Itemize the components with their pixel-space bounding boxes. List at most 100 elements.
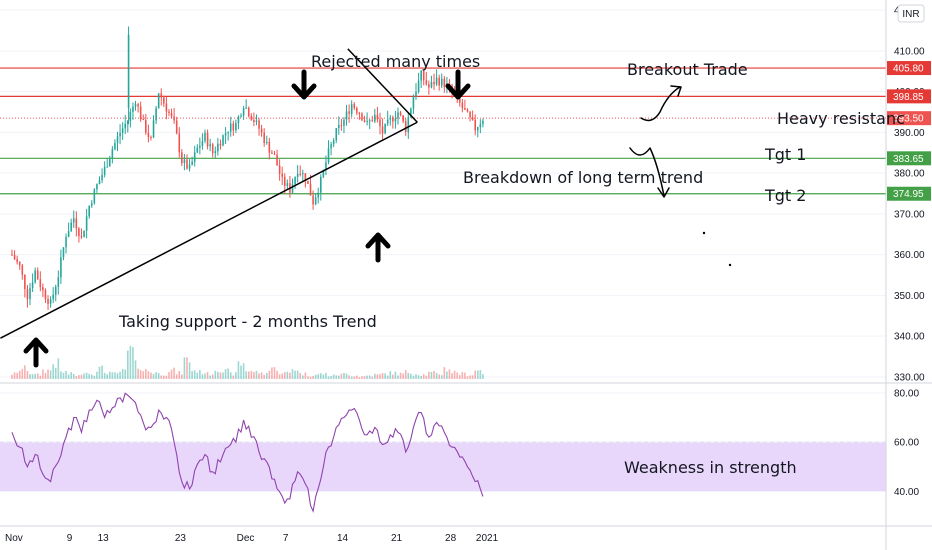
candle-body: [353, 104, 356, 108]
volume-bar: [114, 372, 116, 379]
volume-bar: [132, 347, 134, 379]
volume-bar: [36, 373, 39, 379]
volume-bar: [368, 375, 371, 379]
volume-bar: [397, 375, 399, 379]
price-tick-label: 390.00: [894, 128, 925, 139]
level-tag: [887, 186, 931, 201]
volume-bar: [278, 374, 281, 379]
volume-bar: [175, 374, 178, 379]
volume-bar: [410, 373, 412, 379]
candle-body: [145, 119, 147, 133]
volume-bar: [83, 373, 85, 379]
candle-body: [96, 184, 98, 190]
volume-bar: [70, 372, 72, 379]
volume-bar: [111, 372, 114, 379]
volume-bar: [317, 374, 320, 379]
candle-body: [322, 169, 325, 177]
volume-bar: [240, 365, 242, 379]
candle-body: [358, 112, 361, 114]
volume-bar: [224, 369, 227, 379]
candle-body: [273, 153, 276, 155]
candle-body: [47, 298, 49, 304]
volume-bar: [116, 373, 119, 379]
volume-bar: [72, 373, 75, 379]
volume-bar: [428, 371, 430, 379]
level-tag-label: 383.65: [893, 154, 924, 165]
candle-body: [137, 104, 139, 107]
volume-bar: [18, 370, 21, 379]
volume-bar: [474, 370, 476, 379]
candle-body: [142, 119, 145, 121]
candle-body: [235, 122, 237, 131]
candle-body: [402, 115, 404, 122]
currency-badge[interactable]: INR: [897, 4, 925, 23]
stray-dot: [702, 231, 706, 235]
volume-bar: [361, 376, 363, 379]
volume-bar: [265, 373, 268, 379]
volume-bar: [435, 372, 438, 379]
candle-body: [83, 230, 85, 237]
volume-bar: [31, 374, 34, 379]
candle-body: [433, 81, 435, 85]
volume-bar: [188, 362, 191, 379]
candle-body: [389, 117, 392, 120]
volume-bar: [466, 376, 469, 379]
volume-bar: [286, 371, 289, 379]
volume-bar: [458, 375, 461, 379]
volume-bar: [322, 374, 325, 379]
volume-bar: [247, 371, 250, 379]
arrow-up-icon: [365, 232, 391, 263]
candle-body: [350, 104, 353, 114]
candle-body: [132, 106, 134, 112]
candle-body: [34, 270, 36, 283]
volume-bar: [433, 370, 435, 379]
volume-bar: [312, 375, 314, 379]
candle-body: [85, 216, 88, 231]
volume-bar: [106, 374, 109, 379]
volume-bar: [268, 370, 271, 379]
volume-bar: [358, 377, 361, 379]
candle-body: [312, 195, 314, 205]
candle-body: [435, 77, 438, 85]
volume-bar: [101, 365, 103, 379]
candle-body: [415, 91, 417, 97]
candle-body: [348, 111, 350, 114]
candle-body: [111, 149, 114, 159]
candle-body: [247, 107, 250, 117]
currency-label: INR: [902, 9, 919, 20]
candle-body: [309, 183, 312, 196]
level-lines: [0, 67, 886, 195]
candle-body: [255, 120, 258, 123]
candle-body: [250, 116, 253, 120]
candle-body: [412, 96, 415, 109]
candle-body: [343, 119, 345, 126]
current-price-tag: [887, 111, 931, 126]
candle-body: [134, 104, 137, 107]
annotation-tgt1: Tgt 1: [764, 145, 806, 164]
volume-bar: [90, 374, 93, 379]
candle-body: [42, 287, 44, 291]
level-tag-label: 374.95: [893, 189, 924, 200]
volume-bar: [145, 368, 147, 379]
volume-bar: [260, 372, 263, 379]
candle-body: [327, 148, 330, 163]
volume-bar: [57, 358, 60, 379]
volume-bar: [222, 372, 224, 379]
volume-bar: [237, 361, 240, 379]
volume-bar: [476, 370, 479, 379]
candle-body: [443, 78, 446, 88]
volume-bar: [211, 374, 214, 379]
level-tag-label: 405.80: [893, 64, 924, 75]
volume-bar: [271, 367, 273, 379]
annotation-weakness: Weakness in strength: [624, 458, 797, 477]
candle-body: [260, 128, 263, 133]
candle-body: [335, 128, 338, 141]
candle-body: [283, 176, 286, 186]
candle-body: [170, 113, 173, 117]
volume-bar: [376, 374, 379, 379]
candle-body: [129, 111, 132, 121]
volume-bar: [276, 370, 278, 379]
volume-bar: [21, 368, 24, 379]
candle-body: [98, 180, 101, 185]
volume-bar: [168, 372, 170, 379]
